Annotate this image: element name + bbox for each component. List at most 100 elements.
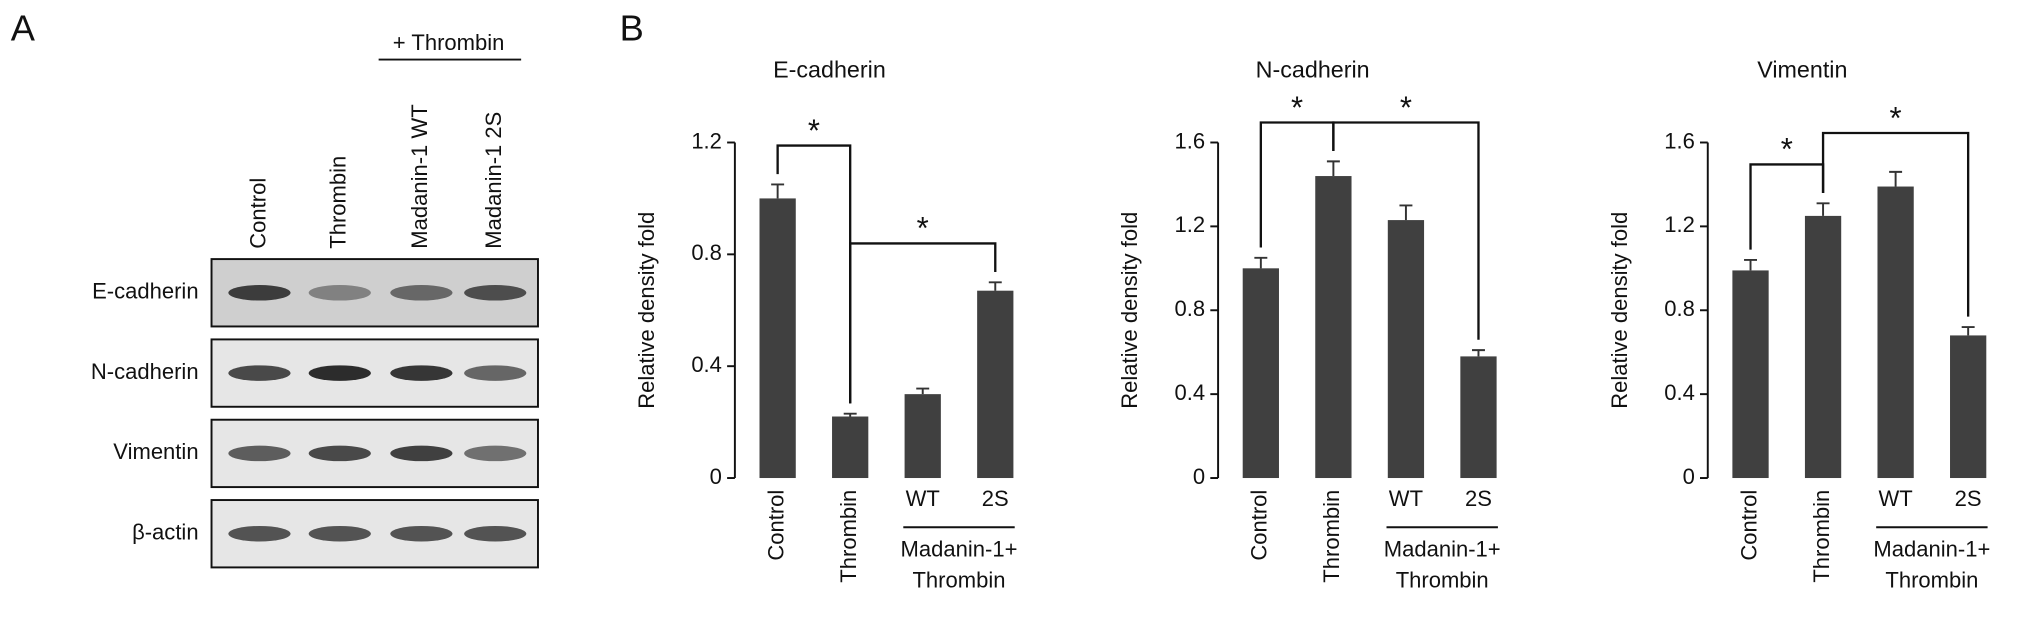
x-tick-label: WT <box>906 486 940 511</box>
x-tick-label: Control <box>1247 490 1272 561</box>
y-tick-label: 1.2 <box>691 128 722 153</box>
y-axis-label: Relative density fold <box>1607 212 1632 409</box>
y-tick-label: 0.8 <box>691 240 722 265</box>
bar <box>1387 220 1425 479</box>
error-bar <box>771 183 785 199</box>
error-bar <box>1254 256 1268 269</box>
significance-bracket <box>1332 121 1480 340</box>
lane-label: Thrombin <box>326 156 351 249</box>
significance-star: * <box>1781 132 1793 167</box>
chart-title: E-cadherin <box>773 56 886 82</box>
x-tick-label: WT <box>1878 486 1912 511</box>
y-tick-label: 0 <box>1193 464 1205 489</box>
bar <box>832 416 869 479</box>
row-label: β-actin <box>132 520 199 545</box>
y-tick-label: 1.2 <box>1664 212 1695 237</box>
lane-label: Control <box>245 178 270 249</box>
row-label: E-cadherin <box>92 279 198 304</box>
significance-star: * <box>1890 100 1902 135</box>
panel-label: A <box>11 8 36 49</box>
error-bar <box>1326 160 1340 177</box>
x-tick-label: Control <box>1736 490 1761 561</box>
y-tick-label: 0.4 <box>691 352 722 377</box>
blot-band <box>390 285 453 301</box>
panel-label: B <box>620 8 644 49</box>
y-tick-label: 0 <box>1683 464 1695 489</box>
y-axis-label: Relative density fold <box>1117 212 1142 409</box>
row-label: N-cadherin <box>91 359 199 384</box>
error-bar <box>1816 202 1830 216</box>
blot-band <box>308 285 371 301</box>
significance-star: * <box>917 211 929 246</box>
row-label: Vimentin <box>113 439 198 464</box>
y-tick-label: 0.8 <box>1175 296 1206 321</box>
chart-title: Vimentin <box>1757 56 1847 82</box>
bar <box>1460 356 1497 479</box>
group-label: Thrombin <box>913 567 1006 592</box>
blot-band <box>308 525 371 542</box>
y-tick-label: 1.2 <box>1175 212 1206 237</box>
lane-label: Madanin-1 2S <box>481 112 506 249</box>
group-label: Thrombin <box>1396 567 1489 592</box>
blot-band <box>308 365 371 381</box>
treatment-label: + Thrombin <box>393 30 505 55</box>
blot-band <box>228 365 291 381</box>
error-bar <box>1399 204 1413 221</box>
y-axis-label: Relative density fold <box>634 212 659 409</box>
lane-label: Madanin-1 WT <box>407 104 432 248</box>
y-tick-label: 0.4 <box>1664 380 1695 405</box>
bar <box>1315 176 1352 479</box>
y-tick-label: 1.6 <box>1175 128 1206 153</box>
y-tick-label: 0.8 <box>1664 296 1695 321</box>
x-tick-label: Thrombin <box>1319 490 1344 583</box>
blot-band <box>464 365 527 381</box>
x-tick-label: 2S <box>1465 486 1492 511</box>
x-tick-label: Thrombin <box>1809 490 1834 583</box>
bar <box>904 394 941 479</box>
bar <box>1877 186 1914 479</box>
blot-band <box>308 445 371 462</box>
x-tick-label: Thrombin <box>836 490 861 583</box>
y-tick-label: 0 <box>710 464 722 489</box>
blot-band <box>464 285 527 301</box>
bar <box>1732 270 1769 479</box>
y-tick-label: 1.6 <box>1664 128 1695 153</box>
significance-star: * <box>808 113 820 148</box>
error-bar <box>843 412 857 417</box>
x-tick-label: WT <box>1389 486 1423 511</box>
error-bar <box>1889 170 1903 187</box>
blot-band <box>464 525 527 542</box>
significance-bracket <box>849 242 997 404</box>
bar <box>1950 335 1987 479</box>
error-bar <box>988 281 1002 291</box>
group-label: Thrombin <box>1885 567 1978 592</box>
significance-star: * <box>1400 90 1412 125</box>
blot-band <box>464 445 527 462</box>
blot-band <box>228 445 291 462</box>
x-tick-label: 2S <box>1955 486 1982 511</box>
error-bar <box>1472 349 1485 357</box>
error-bar <box>916 387 930 395</box>
group-label: Madanin-1+ <box>1384 536 1501 561</box>
blot-band <box>228 285 291 301</box>
group-label: Madanin-1+ <box>1873 536 1990 561</box>
blot-band <box>390 525 453 542</box>
x-tick-label: 2S <box>982 486 1009 511</box>
significance-star: * <box>1291 90 1303 125</box>
error-bar <box>1961 326 1975 336</box>
blot-band <box>390 445 453 462</box>
bar <box>1804 215 1842 479</box>
group-label: Madanin-1+ <box>901 536 1018 561</box>
bar <box>759 198 796 479</box>
blot-band <box>228 525 291 542</box>
bar <box>977 290 1014 479</box>
x-tick-label: Control <box>763 490 788 561</box>
chart-title: N-cadherin <box>1256 56 1370 82</box>
bar <box>1242 268 1279 479</box>
blot-band <box>390 365 453 381</box>
y-tick-label: 0.4 <box>1175 380 1206 405</box>
error-bar <box>1744 258 1757 271</box>
significance-bracket <box>1821 131 1970 317</box>
